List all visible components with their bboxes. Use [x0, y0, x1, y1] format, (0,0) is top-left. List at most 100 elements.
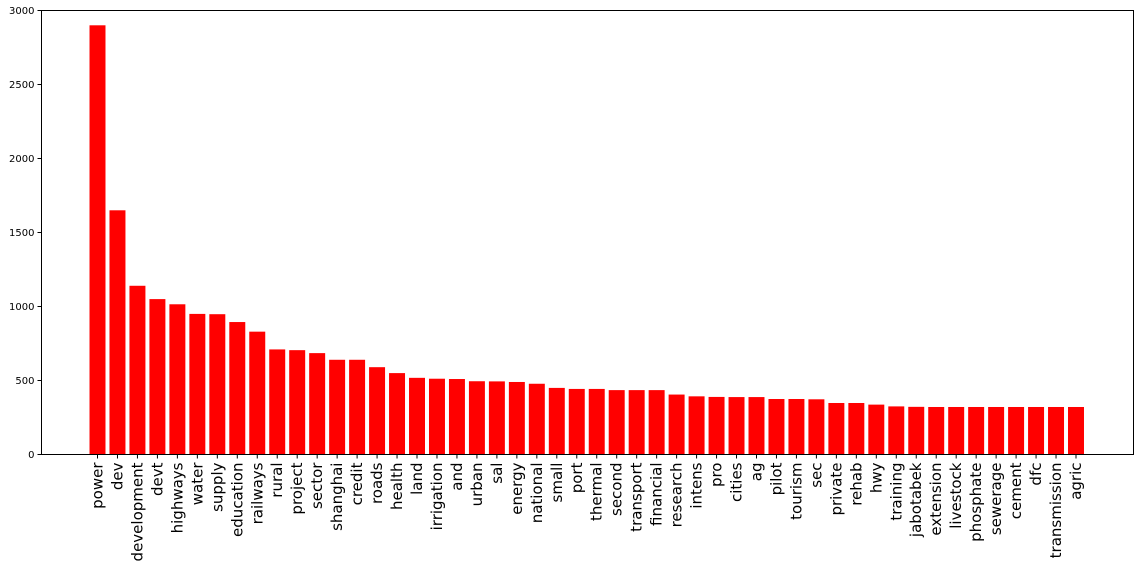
bar-transport — [628, 390, 645, 455]
bar-rehab — [848, 402, 865, 455]
x-tick-label: cement — [1007, 462, 1025, 519]
bar-power — [89, 25, 106, 455]
bar-land — [409, 377, 425, 455]
x-tick-label: agric — [1067, 463, 1085, 500]
x-tick-label: thermal — [588, 463, 606, 522]
bars-group — [89, 25, 1084, 455]
x-tick-label: port — [568, 462, 586, 493]
bar-sector — [309, 353, 326, 455]
x-tick-label: rural — [268, 463, 286, 498]
x-tick-label: phosphate — [967, 463, 985, 542]
x-tick-label: financial — [648, 463, 666, 526]
x-tick-label: pilot — [767, 462, 785, 495]
bar-private — [828, 402, 845, 455]
x-tick-label: credit — [348, 462, 366, 505]
bar-phosphate — [968, 406, 985, 455]
x-tick-label: education — [228, 463, 246, 537]
x-tick-label: and — [448, 463, 466, 491]
bar-credit — [349, 359, 366, 455]
y-tick-label: 0 — [28, 450, 34, 461]
x-tick-label: intens — [688, 462, 706, 508]
bar-dfc — [1028, 406, 1045, 455]
x-tick-label: supply — [208, 462, 226, 512]
bar-second — [608, 390, 625, 455]
bar-energy — [508, 381, 525, 455]
x-tick-label: development — [128, 462, 146, 561]
x-tick-label: private — [827, 463, 845, 516]
y-tick-label: 1000 — [9, 302, 34, 313]
x-tick-label: roads — [368, 462, 386, 504]
x-axis: power dev development devt highways water supp… — [89, 454, 1085, 561]
bar-education — [229, 322, 246, 455]
bar-port — [568, 388, 585, 455]
bar-health — [389, 373, 406, 455]
y-axis: 0 500 1000 1500 2000 2500 3000 — [9, 6, 42, 461]
bar-agric — [1068, 406, 1084, 455]
bar-cities — [728, 397, 745, 455]
bar-project — [289, 350, 306, 455]
bar-shanghai — [329, 359, 346, 455]
x-tick-label: dev — [108, 462, 126, 490]
x-tick-label: health — [388, 463, 406, 510]
bar-hwy — [868, 404, 885, 455]
x-tick-label: dfc — [1027, 463, 1045, 486]
bar-tourism — [788, 399, 805, 455]
bar-jabotabek — [908, 406, 925, 455]
x-tick-label: national — [528, 463, 546, 524]
x-tick-label: training — [887, 463, 905, 521]
x-tick-label: energy — [508, 462, 526, 514]
bar-ag — [748, 397, 765, 455]
y-tick-label: 1500 — [9, 228, 34, 239]
x-tick-label: sal — [488, 463, 506, 484]
x-tick-label: small — [548, 463, 566, 503]
x-tick-label: transport — [628, 462, 646, 531]
bar-sec — [808, 399, 825, 455]
y-tick-label: 500 — [15, 376, 34, 387]
bar-national — [528, 383, 545, 455]
bar-supply — [209, 314, 226, 455]
x-tick-label: pro — [708, 463, 726, 488]
bar-highways — [169, 304, 186, 455]
x-tick-label: devt — [148, 462, 166, 496]
x-tick-label: sector — [308, 462, 326, 509]
x-tick-label: highways — [168, 462, 186, 533]
y-tick-label: 2500 — [9, 80, 34, 91]
bar-transmission — [1048, 406, 1065, 455]
x-tick-label: land — [408, 463, 426, 495]
x-tick-label: urban — [468, 462, 486, 506]
x-tick-label: railways — [248, 462, 266, 524]
x-tick-label: power — [89, 462, 107, 509]
bar-thermal — [588, 388, 605, 455]
bar-development — [129, 285, 146, 455]
bar-financial — [648, 390, 665, 455]
x-tick-label: tourism — [787, 463, 805, 520]
bar-small — [548, 387, 565, 455]
bar-pro — [708, 396, 725, 455]
x-tick-label: shanghai — [328, 463, 346, 531]
x-tick-label: second — [608, 463, 626, 517]
bar-research — [668, 394, 685, 455]
x-tick-label: water — [188, 462, 206, 506]
x-tick-label: irrigation — [428, 463, 446, 531]
bar-training — [888, 406, 905, 455]
x-tick-label: sec — [807, 463, 825, 488]
bar-railways — [249, 331, 266, 455]
x-tick-label: ag — [747, 463, 765, 482]
plot-frame — [41, 10, 1134, 455]
bar-roads — [369, 367, 386, 455]
bar-intens — [688, 396, 705, 455]
bar-dev — [109, 210, 126, 455]
bar-cement — [1008, 406, 1025, 455]
x-tick-label: jabotabek — [907, 462, 925, 538]
bar-livestock — [948, 406, 965, 455]
x-tick-label: transmission — [1047, 463, 1065, 559]
bar-pilot — [768, 399, 785, 455]
x-tick-label: cities — [728, 462, 746, 502]
x-tick-label: extension — [927, 463, 945, 536]
x-tick-label: rehab — [847, 463, 865, 506]
x-tick-label: project — [288, 462, 306, 514]
x-tick-label: sewerage — [987, 463, 1005, 536]
bar-rural — [269, 349, 286, 455]
